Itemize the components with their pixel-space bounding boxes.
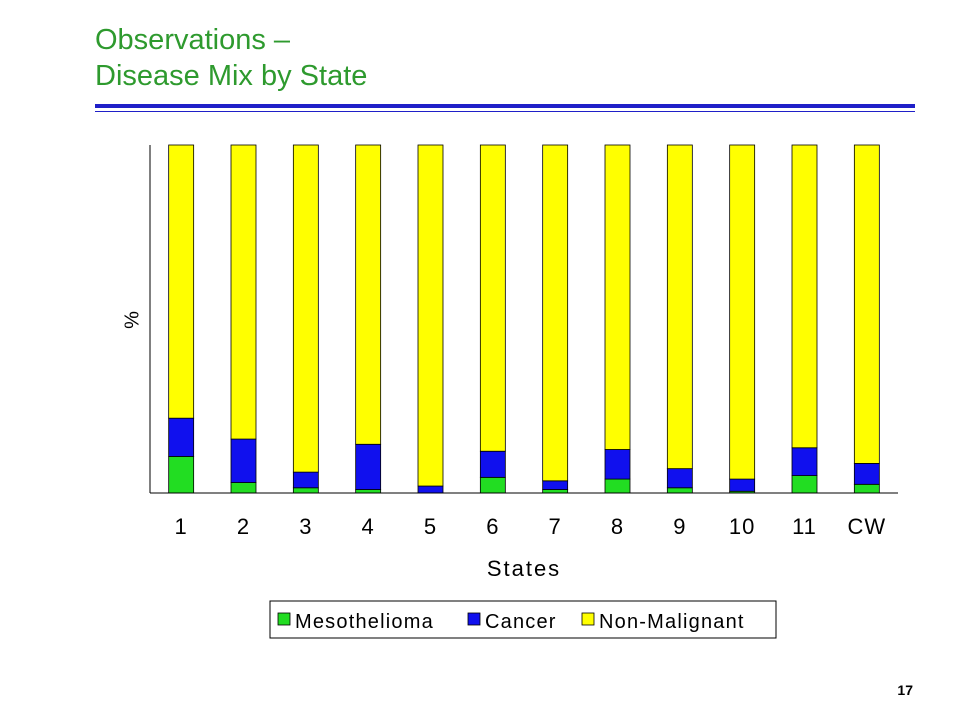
- x-tick-label-6: 6: [486, 514, 499, 539]
- bar-non-malignant-state-2: [230, 144, 257, 440]
- bar-mesothelioma-state-4: [355, 489, 382, 494]
- bar-cancer-state-4: [355, 443, 382, 490]
- bar-non-malignant-state-7: [542, 144, 569, 482]
- x-tick-labels: 1 2 3 4 5 6 7 8 9 10 11 CW: [175, 514, 887, 539]
- bar-cancer-state-8: [604, 449, 631, 480]
- legend-swatch-mesothelioma: [277, 612, 291, 626]
- bar-cancer-state-10: [729, 478, 756, 492]
- x-tick-label-10: 10: [729, 514, 755, 539]
- chart-bars: [168, 144, 880, 494]
- bar-mesothelioma-state-1: [168, 456, 195, 494]
- legend-label-non-malignant: Non-Malignant: [599, 611, 745, 633]
- bar-non-malignant-state-10: [729, 144, 756, 480]
- bar-cancer-state-1: [168, 417, 195, 457]
- x-axis-label: States: [487, 556, 561, 581]
- slide-title: Observations – Disease Mix by State: [95, 22, 367, 94]
- bar-cancer-state-3: [292, 471, 319, 489]
- page-number: 17: [897, 682, 913, 698]
- bar-non-malignant-state-6: [479, 144, 506, 452]
- bar-non-malignant-state-3: [292, 144, 319, 473]
- bar-mesothelioma-state-cw: [853, 483, 880, 494]
- x-tick-label-9: 9: [673, 514, 686, 539]
- bar-mesothelioma-state-11: [791, 475, 818, 494]
- x-tick-label-2: 2: [237, 514, 250, 539]
- x-tick-label-7: 7: [549, 514, 562, 539]
- slide-title-line-1: Observations –: [95, 24, 291, 56]
- bar-non-malignant-state-11: [791, 144, 818, 449]
- title-underline-thin: [95, 111, 915, 112]
- legend-swatch-cancer: [467, 612, 481, 626]
- bar-non-malignant-state-cw: [853, 144, 880, 464]
- bar-non-malignant-state-9: [666, 144, 693, 470]
- bar-mesothelioma-state-7: [542, 489, 569, 494]
- bar-mesothelioma-state-9: [666, 487, 693, 494]
- bar-non-malignant-state-4: [355, 144, 382, 445]
- chart-legend: Mesothelioma Cancer Non-Malignant: [269, 600, 777, 639]
- bar-cancer-state-11: [791, 447, 818, 477]
- x-tick-label-5: 5: [424, 514, 437, 539]
- legend-label-cancer: Cancer: [485, 611, 557, 633]
- legend-label-mesothelioma: Mesothelioma: [295, 611, 434, 633]
- bar-cancer-state-5: [417, 485, 444, 494]
- x-tick-label-3: 3: [299, 514, 312, 539]
- bar-non-malignant-state-5: [417, 144, 444, 487]
- bar-cancer-state-2: [230, 438, 257, 483]
- bar-cancer-state-9: [666, 468, 693, 489]
- bar-cancer-state-cw: [853, 463, 880, 485]
- x-tick-label-1: 1: [175, 514, 188, 539]
- bar-cancer-state-6: [479, 450, 506, 478]
- bar-non-malignant-state-1: [168, 144, 195, 419]
- bar-non-malignant-state-8: [604, 144, 631, 450]
- x-tick-label-4: 4: [362, 514, 375, 539]
- x-tick-label-11: 11: [792, 514, 817, 539]
- legend-swatch-non-malignant: [581, 612, 595, 626]
- x-tick-label-8: 8: [611, 514, 624, 539]
- bar-mesothelioma-state-2: [230, 482, 257, 494]
- y-axis-label: %: [121, 311, 143, 329]
- bar-mesothelioma-state-8: [604, 478, 631, 494]
- title-underline-thick: [95, 104, 915, 108]
- bar-mesothelioma-state-3: [292, 487, 319, 494]
- bar-mesothelioma-state-6: [479, 476, 506, 494]
- bar-cancer-state-7: [542, 480, 569, 490]
- x-tick-label-cw: CW: [848, 514, 887, 539]
- slide-title-line-2: Disease Mix by State: [95, 60, 368, 92]
- legend-box: [269, 600, 777, 639]
